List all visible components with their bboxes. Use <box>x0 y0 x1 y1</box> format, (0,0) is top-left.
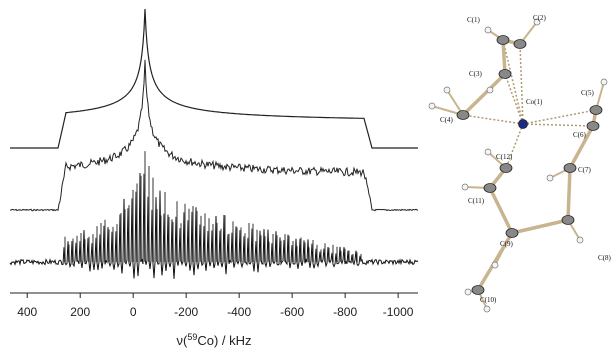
bond <box>506 124 523 168</box>
atom <box>457 111 469 120</box>
h-bond <box>495 233 512 265</box>
atom-label: C(10) <box>480 296 497 304</box>
bond <box>463 115 523 124</box>
atom-label: C(1) <box>467 16 481 24</box>
x-axis-label: ν(59Co) / kHz <box>176 332 251 348</box>
h-atom <box>485 27 491 33</box>
atom <box>499 70 511 79</box>
spectrum-static <box>10 9 418 148</box>
x-tick-label: -800 <box>333 305 357 319</box>
h-atom <box>487 87 493 93</box>
atom <box>587 122 599 131</box>
atom <box>514 40 526 49</box>
bond <box>568 168 570 220</box>
atom <box>562 216 574 225</box>
atom-label: C(5) <box>581 89 595 97</box>
spectra <box>10 9 418 279</box>
spectrum-simulated <box>10 60 418 211</box>
atom-label: C(7) <box>578 166 592 174</box>
atom <box>472 286 484 295</box>
x-tick-label: 200 <box>70 305 90 319</box>
h-atom <box>429 103 435 109</box>
h-atom <box>492 262 498 268</box>
h-atom <box>465 289 471 295</box>
atom-label: C(8) <box>598 254 612 262</box>
atom-label: C(3) <box>469 70 483 78</box>
atom <box>590 106 602 115</box>
atom <box>519 120 528 129</box>
bond <box>503 40 523 124</box>
figure: ν(59Co) / kHz <box>0 0 612 352</box>
x-tick-label: -1000 <box>383 305 414 319</box>
h-atom <box>601 79 607 85</box>
molecule: C(1) C(2) C(3) C(4) Co(1) C(5) C(6) C(7) C(12) C(… <box>429 14 612 312</box>
x-tick-label: -200 <box>174 305 198 319</box>
label-part: ν( <box>176 333 188 348</box>
bond <box>505 74 523 124</box>
atom <box>500 164 512 173</box>
x-tick-label: 0 <box>130 305 137 319</box>
atom-label: C(6) <box>573 131 587 139</box>
h-atom <box>577 237 583 243</box>
atom-label: C(9) <box>500 240 514 248</box>
atom-label: C(2) <box>533 14 547 22</box>
atom-label: C(11) <box>468 197 485 205</box>
atom <box>484 184 496 193</box>
bond <box>512 220 568 233</box>
atom-label: Co(1) <box>526 98 543 106</box>
bond <box>490 188 512 233</box>
atom <box>497 36 509 45</box>
h-atom <box>444 87 450 93</box>
atom <box>506 229 518 238</box>
bond <box>523 110 596 124</box>
x-tick-label: -600 <box>280 305 304 319</box>
atom-label: C(12) <box>496 153 513 161</box>
h-atom <box>484 306 490 312</box>
x-tick-label: 400 <box>17 305 37 319</box>
atom <box>564 164 576 173</box>
atom-label: C(4) <box>440 116 454 124</box>
h-atom <box>485 149 491 155</box>
bond <box>523 124 593 126</box>
label-sup: 59 <box>187 332 197 342</box>
h-atom <box>547 175 553 181</box>
h-atom <box>462 184 468 190</box>
x-tick-label: -400 <box>227 305 251 319</box>
bond <box>503 40 505 74</box>
label-part: Co) / kHz <box>197 333 251 348</box>
